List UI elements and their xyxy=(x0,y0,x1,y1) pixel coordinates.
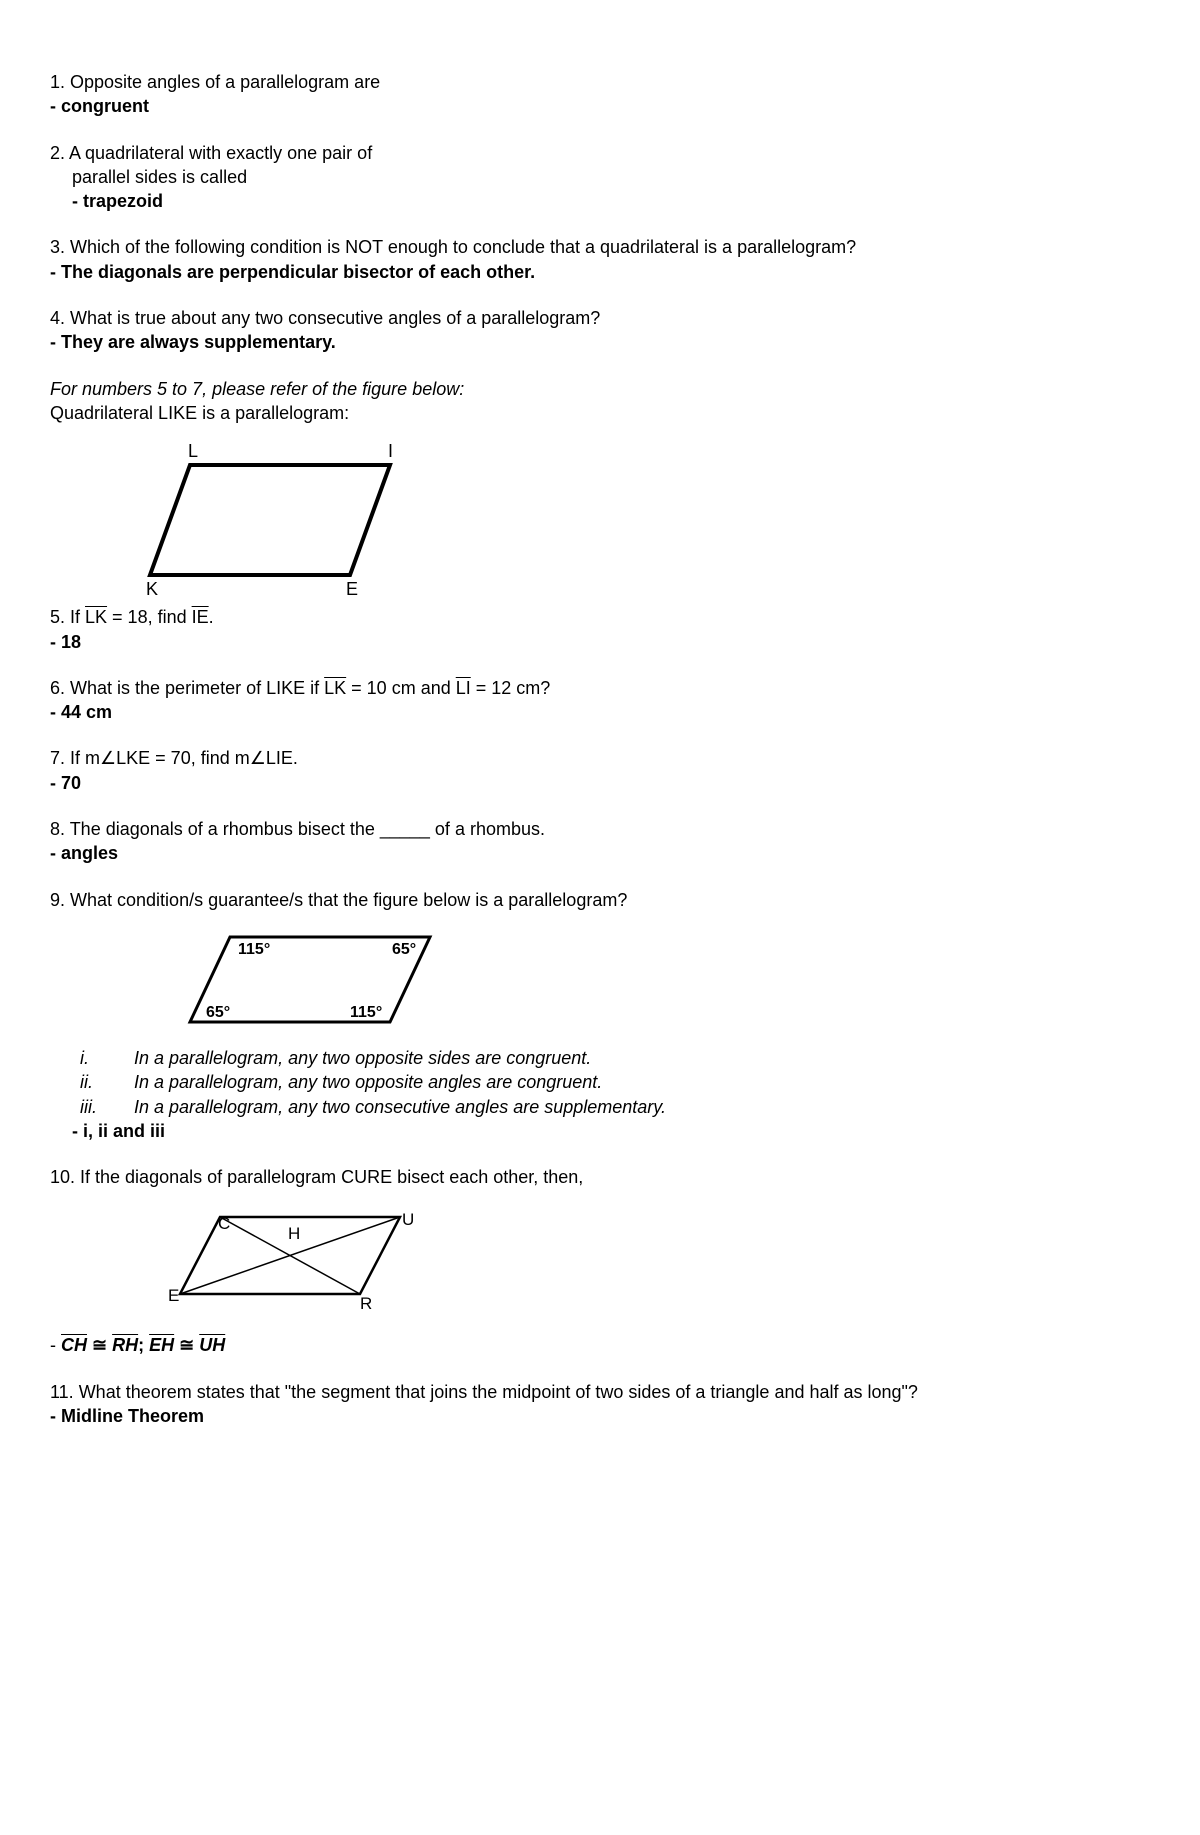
parallelogram-angles-svg: 115° 65° 65° 115° xyxy=(160,922,480,1042)
q5-post: . xyxy=(209,607,214,627)
q2-line2: parallel sides is called xyxy=(50,165,1150,189)
question-1: 1. Opposite angles of a parallelogram ar… xyxy=(50,70,1150,119)
figure-q9: 115° 65° 65° 115° xyxy=(160,922,1150,1042)
roman-i: i. xyxy=(80,1046,134,1070)
q10-s1: CH xyxy=(61,1335,87,1355)
label-E: E xyxy=(346,579,358,599)
question-9: 9. What condition/s guarantee/s that the… xyxy=(50,888,1150,1143)
q2-answer: - trapezoid xyxy=(50,189,1150,213)
q4-answer: - They are always supplementary. xyxy=(50,330,1150,354)
q9-answer: - i, ii and iii xyxy=(50,1119,1150,1143)
figure-like: L I K E xyxy=(110,435,1150,605)
note-line2: Quadrilateral LIKE is a parallelogram: xyxy=(50,401,1150,425)
q2-line1: 2. A quadrilateral with exactly one pair… xyxy=(50,141,1150,165)
label-I: I xyxy=(388,441,393,461)
q9-text: 9. What condition/s guarantee/s that the… xyxy=(50,888,1150,912)
parallelogram-cure-svg: C U R E H xyxy=(160,1199,440,1319)
angle-tl: 115° xyxy=(238,941,270,958)
question-6: 6. What is the perimeter of LIKE if LK =… xyxy=(50,676,1150,725)
q5-seg2: IE xyxy=(192,607,209,627)
label-R: R xyxy=(360,1294,372,1313)
question-4: 4. What is true about any two consecutiv… xyxy=(50,306,1150,355)
question-11: 11. What theorem states that "the segmen… xyxy=(50,1380,1150,1429)
q8-answer: - angles xyxy=(50,841,1150,865)
parallelogram-like-svg: L I K E xyxy=(110,435,430,605)
label-L: L xyxy=(188,441,198,461)
label-C: C xyxy=(218,1214,230,1233)
q11-answer: - Midline Theorem xyxy=(50,1404,1150,1428)
angle-br: 115° xyxy=(350,1004,382,1021)
question-8: 8. The diagonals of a rhombus bisect the… xyxy=(50,817,1150,866)
question-7: 7. If m∠LKE = 70, find m∠LIE. - 70 xyxy=(50,746,1150,795)
q9-iii: In a parallelogram, any two consecutive … xyxy=(134,1095,666,1119)
q3-text: 3. Which of the following condition is N… xyxy=(50,235,1150,259)
q9-i: In a parallelogram, any two opposite sid… xyxy=(134,1046,591,1070)
q6-post: = 12 cm? xyxy=(471,678,551,698)
label-U: U xyxy=(402,1210,414,1229)
q10-sep: ; xyxy=(138,1335,149,1355)
q6-text: 6. What is the perimeter of LIKE if LK =… xyxy=(50,676,1150,700)
q6-answer: - 44 cm xyxy=(50,700,1150,724)
q5-seg1: LK xyxy=(85,607,107,627)
question-3: 3. Which of the following condition is N… xyxy=(50,235,1150,284)
q6-seg2: LI xyxy=(456,678,471,698)
q9-conditions: i.In a parallelogram, any two opposite s… xyxy=(80,1046,1150,1119)
q5-text: 5. If LK = 18, find IE. xyxy=(50,605,1150,629)
q10-c1: ≅ xyxy=(87,1335,112,1355)
q10-ans-pre: - xyxy=(50,1335,61,1355)
q6-pre: 6. What is the perimeter of LIKE if xyxy=(50,678,324,698)
q4-text: 4. What is true about any two consecutiv… xyxy=(50,306,1150,330)
note-5-7: For numbers 5 to 7, please refer of the … xyxy=(50,377,1150,426)
label-H: H xyxy=(288,1224,300,1243)
q5-pre: 5. If xyxy=(50,607,85,627)
figure-cure: C U R E H xyxy=(160,1199,1150,1319)
q6-mid: = 10 cm and xyxy=(346,678,456,698)
q5-answer: - 18 xyxy=(50,630,1150,654)
q5-mid: = 18, find xyxy=(107,607,192,627)
q6-seg1: LK xyxy=(324,678,346,698)
q7-text: 7. If m∠LKE = 70, find m∠LIE. xyxy=(50,746,1150,770)
roman-ii: ii. xyxy=(80,1070,134,1094)
q1-answer: - congruent xyxy=(50,94,1150,118)
note-line1: For numbers 5 to 7, please refer of the … xyxy=(50,377,1150,401)
q8-text: 8. The diagonals of a rhombus bisect the… xyxy=(50,817,1150,841)
question-2: 2. A quadrilateral with exactly one pair… xyxy=(50,141,1150,214)
angle-tr: 65° xyxy=(392,941,416,958)
q10-s4: UH xyxy=(199,1335,225,1355)
q9-ii: In a parallelogram, any two opposite ang… xyxy=(134,1070,602,1094)
q1-text: 1. Opposite angles of a parallelogram ar… xyxy=(50,70,1150,94)
q10-s3: EH xyxy=(149,1335,174,1355)
question-10: 10. If the diagonals of parallelogram CU… xyxy=(50,1165,1150,1358)
q10-c2: ≅ xyxy=(174,1335,199,1355)
label-K: K xyxy=(146,579,158,599)
q10-text: 10. If the diagonals of parallelogram CU… xyxy=(50,1165,1150,1189)
q11-text: 11. What theorem states that "the segmen… xyxy=(50,1380,1150,1404)
q10-s2: RH xyxy=(112,1335,138,1355)
label-E: E xyxy=(168,1286,179,1305)
q3-answer: - The diagonals are perpendicular bisect… xyxy=(50,260,1150,284)
angle-bl: 65° xyxy=(206,1004,230,1021)
q7-answer: - 70 xyxy=(50,771,1150,795)
q10-answer: - CH ≅ RH; EH ≅ UH xyxy=(50,1333,1150,1357)
question-5: 5. If LK = 18, find IE. - 18 xyxy=(50,605,1150,654)
roman-iii: iii. xyxy=(80,1095,134,1119)
